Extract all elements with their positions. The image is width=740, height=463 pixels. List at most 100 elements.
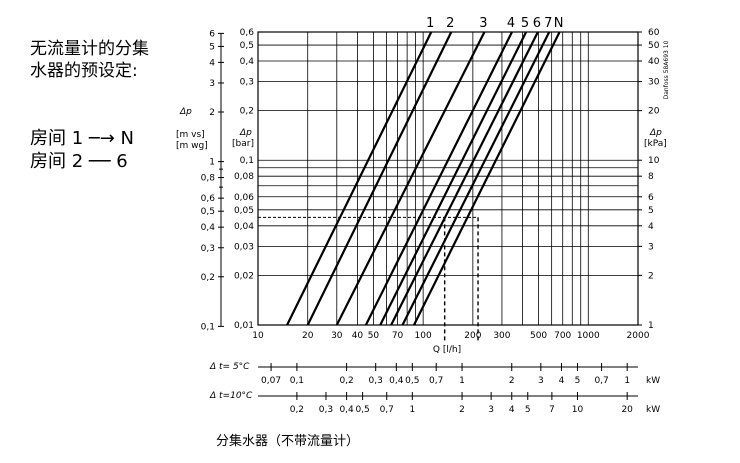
kpa-tick-label: 10 (648, 156, 660, 166)
mvs-tick-label: 5 (209, 42, 215, 52)
bar-tick-label: 0,08 (234, 172, 254, 182)
series-label-7: 7 (544, 16, 552, 31)
power-tick-label: 4 (559, 376, 565, 386)
series-label-N: N (554, 16, 564, 31)
mvs-tick-label: 0,1 (201, 322, 215, 332)
x-tick-label: 300 (493, 331, 510, 341)
mvs-tick-label: 2 (209, 108, 215, 118)
kpa-tick-label: 8 (648, 172, 654, 182)
preset-room1: 房间 1 ─→ N (30, 128, 135, 149)
kpa-axis-label: Δp (649, 128, 662, 138)
power-scale-label: Δ t=10°C (209, 391, 253, 401)
series-label-6: 6 (533, 16, 541, 31)
power-tick-label: 1 (409, 405, 415, 415)
x-tick-label: 10 (252, 331, 264, 341)
mvs-tick-label: 0,6 (201, 194, 216, 204)
bar-tick-label: 0,05 (234, 206, 254, 216)
mvs-tick-label: 4 (209, 58, 215, 68)
series-line-2 (306, 31, 453, 326)
power-tick-label: 4 (509, 405, 515, 415)
preset-title-line2: 水器的预设定: (30, 61, 138, 81)
kpa-tick-label: 6 (648, 193, 654, 203)
mvs-tick-label: 3 (209, 79, 215, 89)
bar-tick-label: 0,04 (234, 222, 254, 232)
x-tick-label: 30 (331, 331, 343, 341)
series-label-5: 5 (521, 16, 529, 31)
kpa-tick-label: 2 (648, 271, 654, 281)
x-axis-label: Q [l/h] (433, 345, 461, 355)
series-label-2: 2 (446, 16, 454, 31)
bar-axis-unit: [bar] (232, 139, 254, 149)
kpa-tick-label: 40 (648, 57, 660, 67)
mvs-tick-label: 0,8 (201, 174, 216, 184)
power-tick-label: 0,3 (319, 405, 333, 415)
power-tick-label: 0,4 (389, 376, 404, 386)
bar-tick-label: 0,06 (234, 193, 254, 203)
x-tick-label: 50 (368, 331, 380, 341)
power-tick-label: 0,5 (405, 376, 419, 386)
bar-tick-label: 0,5 (240, 41, 254, 51)
x-tick-label: 700 (554, 331, 571, 341)
bar-axis-label: Δp (239, 128, 252, 138)
bar-tick-label: 0,1 (240, 156, 254, 166)
kpa-tick-label: 4 (648, 222, 654, 232)
power-tick-label: 0,2 (339, 376, 353, 386)
kpa-tick-label: 3 (648, 242, 654, 252)
bar-tick-label: 0,2 (240, 107, 254, 117)
power-tick-label: 10 (572, 405, 584, 415)
mvs-axis-label: Δp (179, 107, 192, 117)
kpa-tick-label: 1 (648, 321, 654, 331)
preset-room2: 房间 2 ── 6 (30, 151, 128, 172)
bar-tick-label: 0,6 (240, 28, 255, 38)
mvs-axis-unit-alt: [m wg] (176, 141, 208, 151)
bar-tick-label: 0,4 (240, 57, 255, 67)
mvs-tick-label: 0,2 (201, 273, 215, 283)
power-tick-label: 0,7 (594, 376, 608, 386)
series-line-5 (379, 31, 528, 326)
power-tick-label: 0,2 (290, 405, 304, 415)
x-tick-label: 20 (302, 331, 314, 341)
series-line-1 (286, 31, 433, 326)
power-tick-label: 3 (538, 376, 544, 386)
power-tick-label: 0,5 (355, 405, 369, 415)
plot-frame (257, 31, 639, 326)
x-tick-label: 1000 (577, 331, 600, 341)
mvs-tick-label: 1 (209, 158, 215, 168)
bar-tick-label: 0,3 (240, 78, 254, 88)
kpa-tick-label: 30 (648, 78, 660, 88)
series-line-4 (364, 31, 513, 326)
power-tick-label: 2 (509, 376, 515, 386)
power-tick-label: 0,4 (339, 405, 354, 415)
power-tick-label: 0,7 (429, 376, 443, 386)
power-tick-label: 0,7 (380, 405, 394, 415)
x-tick-label: 70 (392, 331, 404, 341)
series-label-3: 3 (479, 16, 487, 31)
power-scale-label: Δ t= 5°C (209, 362, 250, 372)
kpa-tick-label: 50 (648, 41, 660, 51)
mvs-tick-label: 0,4 (201, 223, 216, 233)
kpa-axis-unit: [kPa] (644, 139, 667, 149)
series-label-1: 1 (426, 16, 434, 31)
kpa-tick-label: 5 (648, 206, 654, 216)
power-tick-label: 0,1 (290, 376, 304, 386)
series-line-7 (401, 31, 551, 326)
bar-tick-label: 0,03 (234, 242, 254, 252)
mvs-tick-label: 0,5 (201, 207, 215, 217)
series-line-N (412, 31, 561, 326)
preset-title-line1: 无流量计的分集 (30, 39, 149, 59)
power-tick-label: 1 (459, 376, 465, 386)
power-tick-label: 0,07 (261, 376, 281, 386)
power-tick-label: 3 (488, 405, 494, 415)
mvs-tick-label: 0,3 (201, 244, 215, 254)
power-tick-label: 0,3 (369, 376, 383, 386)
power-scale-unit: kW (646, 405, 660, 415)
bar-tick-label: 0,01 (234, 321, 254, 331)
series-line-3 (335, 31, 486, 326)
mvs-axis-unit: [m vs] (176, 130, 205, 140)
x-tick-label: 40 (352, 331, 364, 341)
kpa-tick-label: 20 (648, 107, 660, 117)
kpa-tick-label: 60 (648, 28, 660, 38)
series-label-4: 4 (507, 16, 515, 31)
bar-tick-label: 0,02 (234, 271, 254, 281)
